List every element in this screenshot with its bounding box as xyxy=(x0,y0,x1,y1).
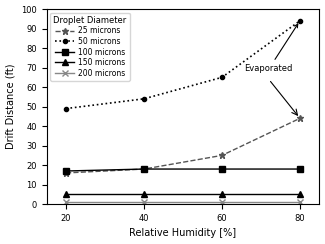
150 microns xyxy=(220,193,224,196)
150 microns xyxy=(64,193,68,196)
Line: 150 microns: 150 microns xyxy=(63,192,303,197)
50 microns xyxy=(298,19,302,22)
25 microns xyxy=(298,117,302,120)
50 microns xyxy=(64,107,68,110)
25 microns xyxy=(64,172,68,174)
200 microns xyxy=(142,201,146,204)
100 microns xyxy=(142,168,146,171)
200 microns xyxy=(220,201,224,204)
150 microns xyxy=(298,193,302,196)
200 microns xyxy=(298,201,302,204)
Line: 100 microns: 100 microns xyxy=(63,166,303,174)
50 microns xyxy=(220,76,224,79)
Line: 50 microns: 50 microns xyxy=(62,17,304,113)
25 microns xyxy=(142,168,146,171)
Text: Evaporated: Evaporated xyxy=(245,24,298,73)
100 microns xyxy=(220,168,224,171)
100 microns xyxy=(298,168,302,171)
200 microns xyxy=(64,201,68,204)
Legend: 25 microns, 50 microns, 100 microns, 150 microns, 200 microns: 25 microns, 50 microns, 100 microns, 150… xyxy=(50,13,130,81)
25 microns xyxy=(220,154,224,157)
Line: 25 microns: 25 microns xyxy=(63,115,304,176)
Y-axis label: Drift Distance (ft): Drift Distance (ft) xyxy=(6,64,16,149)
Line: 200 microns: 200 microns xyxy=(63,199,303,205)
150 microns xyxy=(142,193,146,196)
X-axis label: Relative Humidity [%]: Relative Humidity [%] xyxy=(129,228,237,238)
50 microns xyxy=(142,97,146,100)
100 microns xyxy=(64,170,68,173)
